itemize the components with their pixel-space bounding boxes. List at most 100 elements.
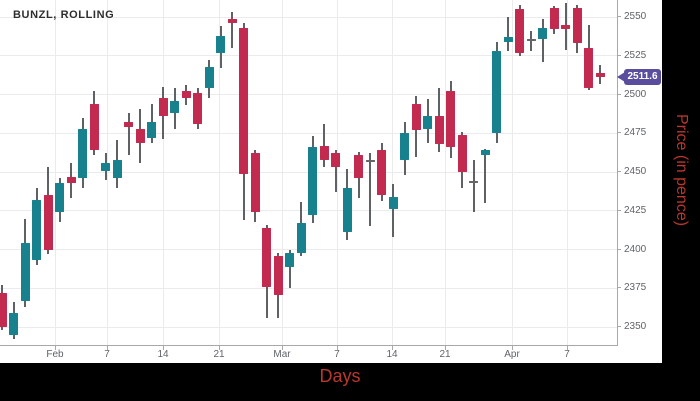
candle-39[interactable] — [446, 91, 455, 148]
y-tick-label: 2525 — [624, 49, 647, 61]
candle-52[interactable] — [595, 72, 605, 77]
candle-37[interactable] — [423, 116, 432, 129]
candle-18[interactable] — [204, 66, 214, 89]
candle-8[interactable] — [89, 103, 99, 151]
candle-0[interactable] — [0, 292, 7, 328]
candle-51[interactable] — [584, 48, 593, 89]
v-gridline — [282, 0, 283, 345]
candle-2[interactable] — [20, 243, 30, 301]
candle-wick — [334, 150, 337, 193]
v-gridline — [219, 0, 220, 345]
y-tick-mark — [617, 287, 621, 289]
x-tick-mark — [282, 345, 283, 350]
candle-42[interactable] — [480, 150, 490, 155]
v-gridline — [163, 0, 164, 345]
candle-wick — [484, 148, 486, 204]
x-tick-mark — [392, 345, 393, 350]
candle-33[interactable] — [377, 150, 386, 196]
candle-4[interactable] — [43, 195, 53, 250]
x-tick-mark — [337, 345, 338, 350]
y-tick-mark — [617, 171, 621, 173]
candle-29[interactable] — [331, 153, 340, 168]
v-gridline — [337, 0, 338, 345]
candle-20[interactable] — [227, 18, 237, 24]
h-gridline — [0, 94, 617, 96]
x-tick-mark — [107, 345, 108, 350]
candle-50[interactable] — [572, 7, 582, 44]
candle-wick — [392, 184, 394, 238]
candle-wick — [127, 113, 130, 155]
y-tick-mark — [617, 16, 621, 18]
candle-45[interactable] — [515, 9, 524, 53]
x-tick-mark — [512, 345, 513, 350]
x-tick-label: 7 — [334, 349, 340, 360]
candle-41[interactable] — [469, 181, 478, 184]
candle-14[interactable] — [158, 97, 168, 117]
x-tick-label: Feb — [46, 349, 64, 360]
y-tick-label: 2400 — [624, 243, 647, 255]
candle-47[interactable] — [538, 27, 547, 39]
x-tick-label: Mar — [273, 349, 291, 360]
candle-27[interactable] — [308, 147, 317, 216]
y-tick-mark — [617, 248, 621, 250]
h-gridline — [0, 16, 617, 18]
x-tick-mark — [55, 345, 56, 350]
candle-9[interactable] — [101, 162, 110, 171]
candle-11[interactable] — [124, 122, 133, 128]
y-tick-label: 2475 — [624, 127, 647, 139]
candle-17[interactable] — [193, 93, 202, 124]
y-tick-label: 2375 — [624, 282, 647, 294]
candle-7[interactable] — [78, 128, 87, 179]
x-tick-label: 21 — [439, 349, 451, 360]
x-tick-label: 7 — [564, 349, 570, 360]
candle-5[interactable] — [55, 182, 64, 213]
candle-10[interactable] — [112, 159, 122, 179]
h-gridline — [0, 287, 617, 289]
candle-30[interactable] — [342, 187, 352, 233]
candle-22[interactable] — [250, 153, 260, 213]
candlestick-chart[interactable] — [0, 0, 618, 346]
candle-49[interactable] — [561, 24, 570, 30]
x-tick-label: Apr — [504, 349, 520, 360]
x-tick-label: 21 — [213, 349, 225, 360]
x-tick-mark — [163, 345, 164, 350]
candle-23[interactable] — [262, 227, 271, 287]
candle-24[interactable] — [273, 255, 283, 295]
candle-36[interactable] — [411, 103, 421, 131]
x-tick-mark — [445, 345, 446, 350]
candle-6[interactable] — [66, 176, 76, 183]
candle-12[interactable] — [135, 128, 145, 143]
candle-21[interactable] — [239, 27, 248, 174]
candle-19[interactable] — [216, 35, 225, 53]
candle-38[interactable] — [434, 116, 444, 145]
candle-48[interactable] — [549, 7, 559, 30]
candle-32[interactable] — [365, 159, 375, 162]
candle-wick — [231, 12, 233, 49]
candle-46[interactable] — [526, 38, 536, 41]
v-gridline — [107, 0, 108, 345]
candle-26[interactable] — [296, 223, 306, 253]
candle-35[interactable] — [400, 133, 409, 160]
x-tick-label: 7 — [104, 349, 110, 360]
candle-44[interactable] — [503, 37, 513, 42]
candle-31[interactable] — [354, 155, 363, 179]
candle-1[interactable] — [9, 313, 18, 335]
candle-15[interactable] — [170, 100, 179, 114]
candle-16[interactable] — [181, 91, 191, 98]
last-price-marker-arrow — [617, 71, 625, 82]
y-tick-mark — [617, 54, 621, 56]
candle-3[interactable] — [32, 199, 41, 261]
y-tick-mark — [617, 132, 621, 134]
candle-40[interactable] — [457, 134, 467, 173]
candle-34[interactable] — [388, 196, 398, 210]
chart-title: BUNZL, ROLLING — [13, 9, 115, 21]
h-gridline — [0, 326, 617, 328]
candle-43[interactable] — [492, 51, 501, 134]
x-tick-label: 14 — [386, 349, 398, 360]
v-gridline — [512, 0, 513, 345]
candle-28[interactable] — [319, 145, 329, 160]
candle-25[interactable] — [285, 252, 294, 267]
candle-13[interactable] — [147, 122, 156, 138]
v-gridline — [55, 0, 56, 345]
